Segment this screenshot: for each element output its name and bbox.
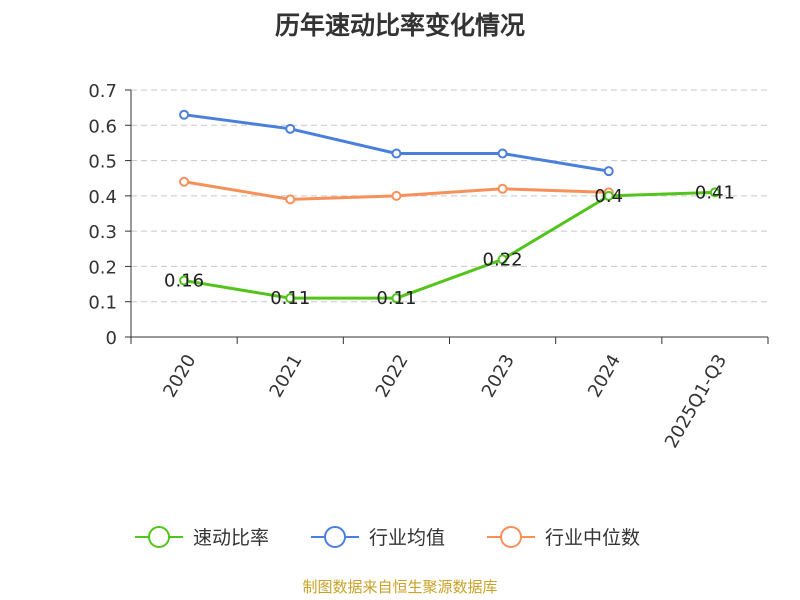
data-point	[497, 254, 508, 265]
data-point	[391, 293, 402, 304]
data-point	[179, 109, 190, 120]
data-point	[285, 123, 296, 134]
legend: 速动比率 行业均值 行业中位数	[135, 526, 640, 549]
x-axis: 2020 2021 2022 2023 2024 2025Q1-Q3	[130, 336, 769, 452]
data-point	[391, 190, 402, 201]
y-tick-label: 0	[106, 328, 117, 349]
series-line	[183, 113, 609, 173]
y-tick-label: 0.4	[88, 187, 117, 208]
data-label: 0.11	[376, 288, 416, 309]
x-tick-label: 2020	[159, 351, 200, 401]
legend-marker	[324, 526, 346, 548]
data-point	[603, 166, 614, 177]
x-tick-label: 2023	[478, 351, 519, 401]
data-label: 0.4	[594, 186, 623, 207]
data-point	[285, 194, 296, 205]
series-line	[183, 190, 715, 300]
x-tick-label: 2021	[265, 351, 306, 401]
data-point	[603, 190, 614, 201]
data-point	[709, 187, 720, 198]
y-tick-label: 0.2	[88, 257, 117, 278]
y-tick-label: 0.7	[88, 81, 117, 102]
data-point	[391, 148, 402, 159]
legend-marker	[148, 526, 170, 548]
source-note: 制图数据来自恒生聚源数据库	[302, 578, 498, 596]
series-lines	[183, 113, 715, 300]
data-point	[179, 176, 190, 187]
series-points	[179, 109, 720, 304]
chart-title: 历年速动比率变化情况	[274, 11, 525, 40]
data-point	[497, 183, 508, 194]
legend-label: 行业中位数	[545, 527, 640, 549]
data-labels: 0.16 0.11 0.11 0.22 0.4 0.41	[164, 182, 735, 309]
data-label: 0.16	[164, 271, 204, 292]
y-tick-label: 0.3	[88, 222, 117, 243]
y-axis: 0 0.1 0.2 0.3 0.4 0.5 0.6 0.7	[88, 81, 132, 349]
y-tick-label: 0.1	[88, 293, 117, 314]
legend-label: 行业均值	[369, 527, 445, 549]
data-label: 0.11	[270, 288, 310, 309]
grid-lines	[131, 89, 768, 303]
legend-marker	[500, 526, 522, 548]
data-point	[179, 275, 190, 286]
y-tick-label: 0.6	[88, 116, 117, 137]
x-tick-label: 2025Q1-Q3	[661, 351, 731, 452]
data-label: 0.22	[483, 249, 523, 270]
data-point	[497, 148, 508, 159]
y-tick-label: 0.5	[88, 152, 117, 173]
data-point	[285, 293, 296, 304]
legend-label: 速动比率	[193, 527, 269, 549]
data-label: 0.41	[695, 182, 735, 203]
x-tick-label: 2024	[584, 351, 625, 401]
x-tick-label: 2022	[372, 351, 413, 401]
